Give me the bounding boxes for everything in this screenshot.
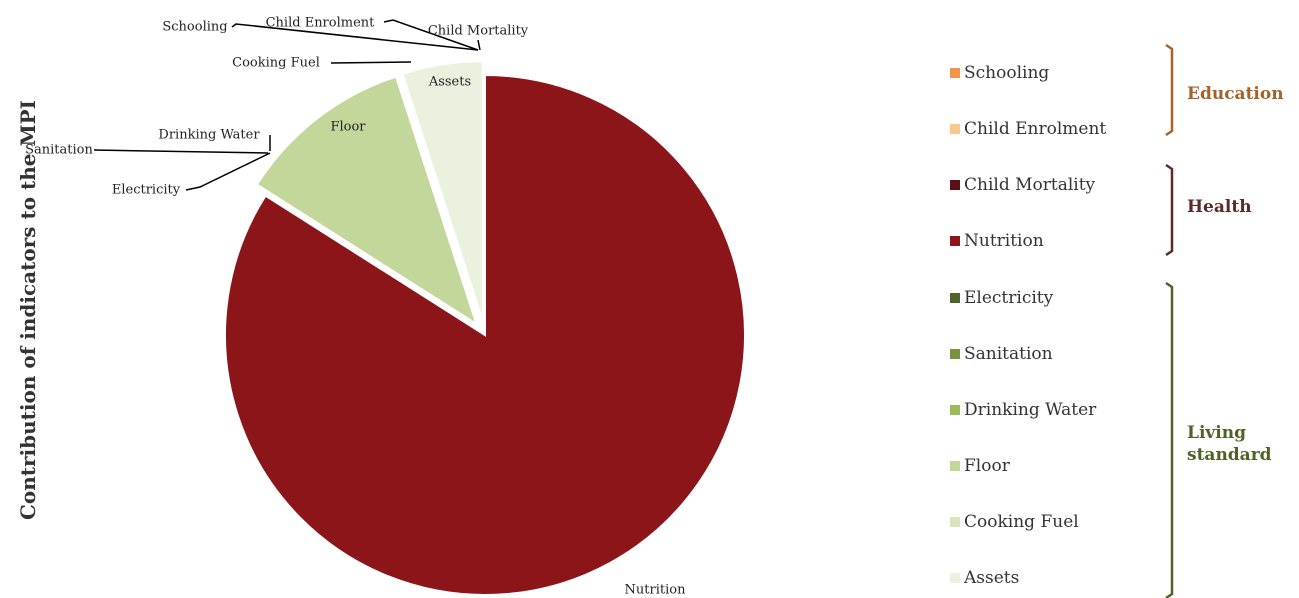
legend-item-schooling: Schooling — [950, 61, 1049, 85]
legend-swatch — [950, 124, 960, 134]
legend-label: Drinking Water — [964, 400, 1097, 420]
slice-label-drinking-water: Drinking Water — [158, 128, 260, 143]
legend-item-electricity: Electricity — [950, 286, 1053, 310]
slice-label-nutrition: Nutrition — [625, 583, 687, 598]
legend-label: Cooking Fuel — [964, 512, 1079, 532]
leader-line-sanitation — [93, 149, 269, 154]
legend-item-drinking-water: Drinking Water — [950, 398, 1096, 422]
bracket-health — [1165, 163, 1174, 257]
legend-swatch — [950, 573, 960, 583]
legend-swatch — [950, 68, 960, 78]
pie-slice-floor — [255, 75, 479, 327]
leader-line-electricity — [185, 152, 271, 191]
slice-label-cooking-fuel: Cooking Fuel — [232, 56, 320, 71]
slice-label-child-enrolment: Child Enrolment — [266, 16, 376, 31]
legend-label: Sanitation — [964, 344, 1053, 364]
legend-swatch — [950, 293, 960, 303]
slice-label-child-mortality: Child Mortality — [428, 24, 529, 39]
legend-label: Child Enrolment — [964, 119, 1107, 139]
slice-label-sanitation: Sanitation — [25, 143, 93, 158]
pie-slice-assets — [401, 60, 484, 322]
legend-item-child-mortality: Child Mortality — [950, 173, 1095, 197]
leader-line-child-mortality — [477, 39, 481, 51]
slice-label-electricity: Electricity — [112, 183, 181, 198]
legend-swatch — [950, 349, 960, 359]
legend-label: Floor — [964, 456, 1010, 476]
legend-item-child-enrolment: Child Enrolment — [950, 117, 1106, 141]
legend: Schooling Child Enrolment Child Mortalit… — [950, 0, 1290, 598]
leader-line-schooling — [231, 23, 479, 51]
legend-item-sanitation: Sanitation — [950, 342, 1053, 366]
legend-swatch — [950, 236, 960, 246]
legend-item-nutrition: Nutrition — [950, 229, 1044, 253]
legend-swatch — [950, 517, 960, 527]
legend-label: Child Mortality — [964, 175, 1096, 195]
legend-swatch — [950, 461, 960, 471]
legend-label: Nutrition — [964, 231, 1044, 251]
legend-item-assets: Assets — [950, 566, 1019, 590]
legend-item-floor: Floor — [950, 454, 1010, 478]
legend-swatch — [950, 405, 960, 415]
bracket-education — [1165, 43, 1174, 137]
pie-slice-nutrition — [224, 73, 746, 596]
leader-line-child-enrolment — [383, 19, 479, 51]
legend-item-cooking-fuel: Cooking Fuel — [950, 510, 1079, 534]
slice-label-floor: Floor — [330, 120, 366, 135]
bracket-living-standard — [1165, 281, 1174, 598]
group-label-living-standard: Living standard — [1187, 423, 1272, 465]
legend-label: Schooling — [964, 63, 1050, 83]
legend-label: Assets — [964, 568, 1020, 588]
legend-swatch — [950, 180, 960, 190]
legend-label: Electricity — [964, 288, 1054, 308]
slice-label-assets: Assets — [428, 75, 471, 90]
slice-label-schooling: Schooling — [162, 20, 227, 35]
group-label-health: Health — [1187, 197, 1252, 217]
leader-line-cooking-fuel — [330, 61, 412, 64]
group-label-education: Education — [1187, 84, 1284, 104]
